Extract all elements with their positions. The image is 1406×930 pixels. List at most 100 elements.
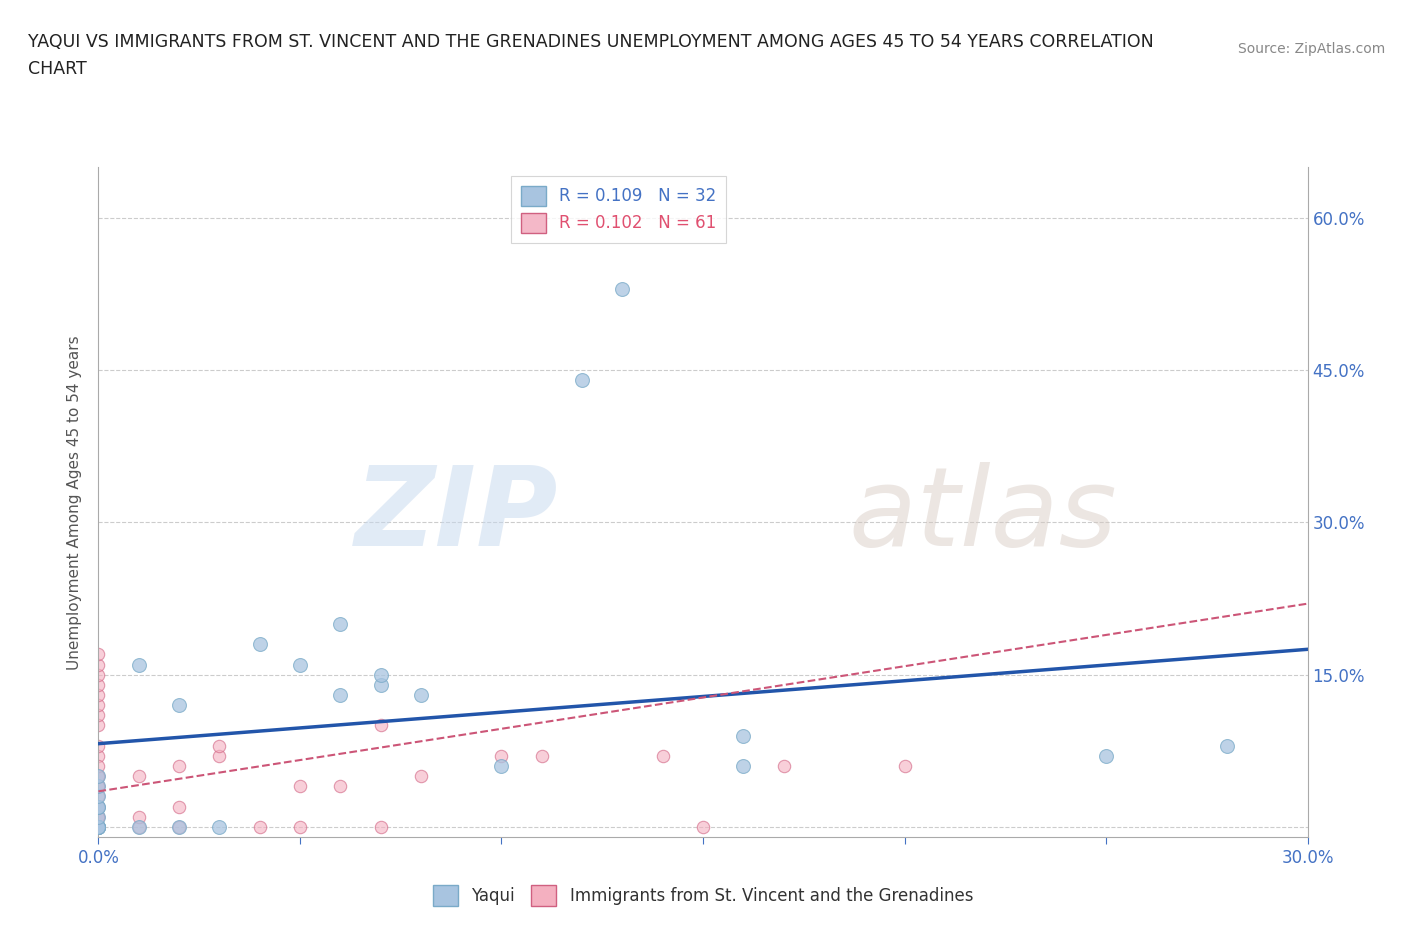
Point: [87, 778, 110, 793]
Point: [87, 819, 110, 834]
Point: [87, 819, 110, 834]
Point: [87, 769, 110, 784]
Point: [87, 799, 110, 814]
Point: [87, 819, 110, 834]
Point: [87, 819, 110, 834]
Point: [87, 718, 110, 733]
Point: [167, 819, 190, 834]
Point: [87, 819, 110, 834]
Point: [87, 819, 110, 834]
Point: [87, 819, 110, 834]
Point: [87, 819, 110, 834]
Point: [288, 778, 311, 793]
Point: [87, 698, 110, 712]
Point: [370, 819, 392, 834]
Point: [1095, 749, 1118, 764]
Point: [87, 819, 110, 834]
Point: [128, 809, 150, 824]
Point: [87, 819, 110, 834]
Point: [167, 698, 190, 712]
Point: [87, 819, 110, 834]
Point: [288, 658, 311, 672]
Point: [409, 769, 432, 784]
Point: [167, 759, 190, 774]
Point: [87, 819, 110, 834]
Text: ZIP: ZIP: [354, 462, 558, 569]
Point: [249, 637, 271, 652]
Point: [491, 759, 513, 774]
Point: [87, 819, 110, 834]
Point: [692, 819, 714, 834]
Point: [87, 799, 110, 814]
Point: [87, 778, 110, 793]
Point: [893, 759, 915, 774]
Point: [329, 617, 352, 631]
Point: [370, 667, 392, 682]
Point: [87, 769, 110, 784]
Point: [87, 789, 110, 804]
Point: [87, 819, 110, 834]
Point: [530, 749, 553, 764]
Point: [167, 819, 190, 834]
Point: [128, 819, 150, 834]
Point: [491, 749, 513, 764]
Point: [87, 809, 110, 824]
Point: [87, 769, 110, 784]
Point: [87, 819, 110, 834]
Point: [329, 687, 352, 702]
Point: [288, 819, 311, 834]
Point: [208, 819, 231, 834]
Legend: R = 0.109   N = 32, R = 0.102   N = 61: R = 0.109 N = 32, R = 0.102 N = 61: [510, 176, 725, 243]
Y-axis label: Unemployment Among Ages 45 to 54 years: Unemployment Among Ages 45 to 54 years: [67, 335, 83, 670]
Point: [87, 759, 110, 774]
Point: [571, 373, 593, 388]
Point: [128, 658, 150, 672]
Text: CHART: CHART: [28, 60, 87, 78]
Point: [87, 819, 110, 834]
Point: [87, 667, 110, 682]
Point: [370, 677, 392, 692]
Point: [87, 778, 110, 793]
Point: [87, 819, 110, 834]
Point: [87, 819, 110, 834]
Point: [249, 819, 271, 834]
Point: [87, 809, 110, 824]
Point: [208, 749, 231, 764]
Point: [167, 799, 190, 814]
Point: [409, 687, 432, 702]
Point: [87, 677, 110, 692]
Point: [87, 799, 110, 814]
Point: [772, 759, 794, 774]
Point: [87, 687, 110, 702]
Point: [208, 738, 231, 753]
Point: [87, 819, 110, 834]
Point: [87, 738, 110, 753]
Point: [87, 799, 110, 814]
Point: [87, 658, 110, 672]
Point: [370, 718, 392, 733]
Point: [128, 769, 150, 784]
Point: [87, 749, 110, 764]
Point: [87, 647, 110, 662]
Point: [87, 819, 110, 834]
Legend: Yaqui, Immigrants from St. Vincent and the Grenadines: Yaqui, Immigrants from St. Vincent and t…: [426, 879, 980, 912]
Point: [733, 759, 755, 774]
Point: [733, 728, 755, 743]
Point: [329, 778, 352, 793]
Point: [87, 819, 110, 834]
Point: [128, 819, 150, 834]
Point: [87, 708, 110, 723]
Point: [1216, 738, 1239, 753]
Point: [87, 819, 110, 834]
Point: [87, 819, 110, 834]
Text: Source: ZipAtlas.com: Source: ZipAtlas.com: [1237, 42, 1385, 56]
Point: [87, 819, 110, 834]
Point: [87, 819, 110, 834]
Point: [87, 819, 110, 834]
Point: [87, 789, 110, 804]
Point: [87, 819, 110, 834]
Point: [87, 809, 110, 824]
Point: [651, 749, 673, 764]
Text: atlas: atlas: [848, 462, 1116, 569]
Point: [612, 282, 634, 297]
